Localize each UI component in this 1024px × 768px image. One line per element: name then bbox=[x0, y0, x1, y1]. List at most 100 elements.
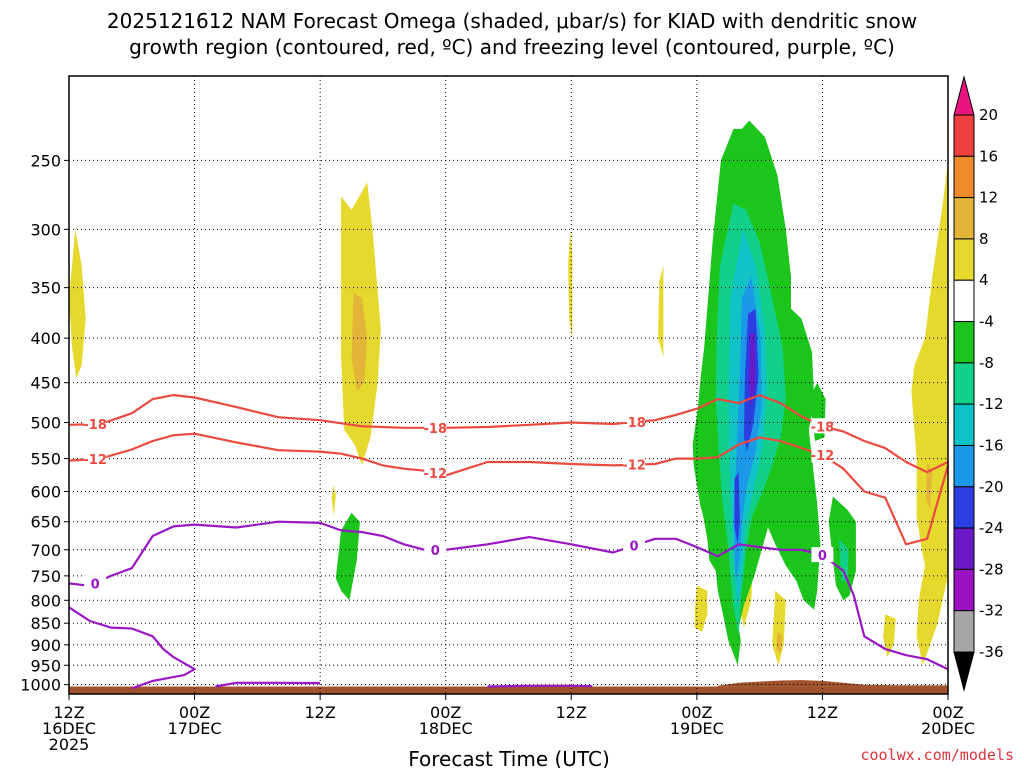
x-tick-label: 00Z bbox=[681, 703, 712, 722]
credit-text: coolwx.com/models bbox=[860, 746, 1014, 764]
x-tick-label: 00Z bbox=[430, 703, 461, 722]
colorbar-swatch bbox=[953, 197, 975, 240]
colorbar-tick-label: 4 bbox=[979, 271, 989, 289]
colorbar-swatch bbox=[953, 610, 975, 653]
colorbar: 20 16 12 8 4 -4 -8 -12 -16 -20 -24 -28 -32 -36 bbox=[953, 75, 1004, 692]
contour-label: -18 bbox=[83, 418, 107, 433]
colorbar-tick-label: -28 bbox=[979, 560, 1004, 578]
y-tick-label: 400 bbox=[30, 329, 61, 348]
contour-label: 0 bbox=[630, 540, 639, 555]
x-tick-label: 00Z bbox=[932, 703, 963, 722]
omega-region-5 bbox=[331, 485, 336, 516]
contour-label-bg bbox=[623, 414, 646, 430]
x-tick-label: 12Z bbox=[304, 703, 335, 722]
colorbar-swatch bbox=[953, 321, 975, 364]
x-tick-label: 12Z bbox=[53, 703, 84, 722]
omega-region-3 bbox=[568, 229, 573, 339]
y-tick-label: 650 bbox=[30, 513, 61, 532]
contour-layer: -18 -18 -18 -18 -12 -12 -12 -12 0 0 0 0 bbox=[68, 394, 950, 690]
contour-label-bg bbox=[811, 418, 834, 434]
contour-label: -18 bbox=[424, 422, 448, 437]
x-tick-label: 12Z bbox=[556, 703, 587, 722]
contour-label-bg bbox=[424, 541, 447, 557]
x-tick-label: 20DEC bbox=[921, 719, 975, 738]
omega-region-19 bbox=[749, 333, 756, 408]
colorbar-swatch bbox=[953, 362, 975, 405]
colorbar-swatch bbox=[953, 444, 975, 488]
omega-region-12 bbox=[776, 632, 783, 654]
omega-region-11 bbox=[883, 614, 896, 658]
y-tick-label: 450 bbox=[30, 374, 61, 393]
omega-region-7 bbox=[926, 462, 933, 510]
contour-label: -18 bbox=[811, 420, 835, 435]
colorbar-tick-label: 12 bbox=[979, 189, 998, 207]
contour-label: -12 bbox=[83, 453, 107, 468]
contour-label-bg bbox=[623, 537, 646, 553]
contour-label-bg bbox=[623, 456, 646, 472]
contour-label: -12 bbox=[811, 449, 835, 464]
x-tick-label: 12Z bbox=[807, 703, 838, 722]
omega-region-2 bbox=[351, 293, 368, 391]
colorbar-tick-label: 16 bbox=[979, 147, 998, 165]
colorbar-top-arrow bbox=[953, 75, 975, 116]
x-axis-label: Forecast Time (UTC) bbox=[408, 747, 610, 768]
x-tick-label: 19DEC bbox=[670, 719, 724, 738]
omega-region-4 bbox=[658, 265, 664, 357]
contour-label-bg bbox=[84, 450, 107, 466]
chart-title-line-1: 2025121612 NAM Forecast Omega (shaded, μ… bbox=[107, 9, 917, 33]
colorbar-swatch bbox=[953, 568, 975, 612]
contour-label-bg bbox=[424, 465, 447, 481]
contour-label: 0 bbox=[818, 549, 827, 564]
colorbar-swatch bbox=[953, 238, 975, 281]
terrain-hump bbox=[717, 680, 948, 687]
colorbar-tick-label: -4 bbox=[979, 313, 994, 331]
y-tick-label: 600 bbox=[30, 482, 61, 501]
colorbar-swatch bbox=[953, 155, 975, 199]
y-axis: 250 300 350 400 450 500 550 600 650 700 750 800 850 9… bbox=[20, 151, 69, 695]
colorbar-swatch bbox=[953, 486, 975, 529]
omega-region-8 bbox=[694, 585, 708, 632]
y-tick-label: 350 bbox=[30, 279, 61, 298]
colorbar-tick-label: -36 bbox=[979, 643, 1004, 661]
colorbar-swatch bbox=[953, 403, 975, 446]
omega-region-10 bbox=[772, 590, 786, 666]
colorbar-tick-label: -32 bbox=[979, 602, 1004, 620]
contour-label: -12 bbox=[424, 467, 448, 482]
colorbar-tick-label: 20 bbox=[979, 106, 998, 124]
colorbar-tick-label: 8 bbox=[979, 230, 989, 248]
omega-shading-layer bbox=[69, 120, 948, 666]
y-tick-label: 800 bbox=[30, 591, 61, 610]
chart-title-line-2: growth region (contoured, red, ºC) and f… bbox=[129, 35, 895, 59]
contour-label: -12 bbox=[622, 459, 646, 474]
y-tick-label: 500 bbox=[30, 414, 61, 433]
contour-label-bg bbox=[84, 416, 107, 432]
colorbar-swatch bbox=[953, 114, 975, 157]
x-tick-label: 00Z bbox=[179, 703, 210, 722]
omega-region-13 bbox=[335, 512, 360, 601]
y-tick-label: 850 bbox=[30, 614, 61, 633]
colorbar-bottom-arrow bbox=[953, 651, 975, 692]
x-tick-label: 16DEC bbox=[42, 719, 96, 738]
colorbar-tick-label: -12 bbox=[979, 395, 1004, 413]
y-tick-label: 250 bbox=[30, 151, 61, 170]
colorbar-tick-label: -8 bbox=[979, 354, 994, 372]
contour-label: -18 bbox=[622, 416, 646, 431]
omega-region-6 bbox=[911, 160, 948, 666]
y-tick-label: 550 bbox=[30, 450, 61, 469]
contour-line-5 bbox=[487, 684, 593, 688]
x-tick-label: 18DEC bbox=[419, 719, 473, 738]
plot-frame bbox=[68, 75, 949, 695]
contour-line-4 bbox=[215, 681, 321, 688]
contour-label-bg bbox=[811, 447, 834, 463]
contour-label: 0 bbox=[91, 577, 100, 592]
x-tick-label: 17DEC bbox=[168, 719, 222, 738]
contour-line-2 bbox=[68, 520, 949, 671]
x-tick-label: 2025 bbox=[49, 735, 90, 754]
contour-line-3 bbox=[68, 606, 196, 690]
omega-region-0 bbox=[69, 229, 86, 379]
contour-label-bg bbox=[424, 419, 447, 435]
y-tick-label: 950 bbox=[30, 656, 61, 675]
terrain-layer bbox=[69, 680, 948, 694]
